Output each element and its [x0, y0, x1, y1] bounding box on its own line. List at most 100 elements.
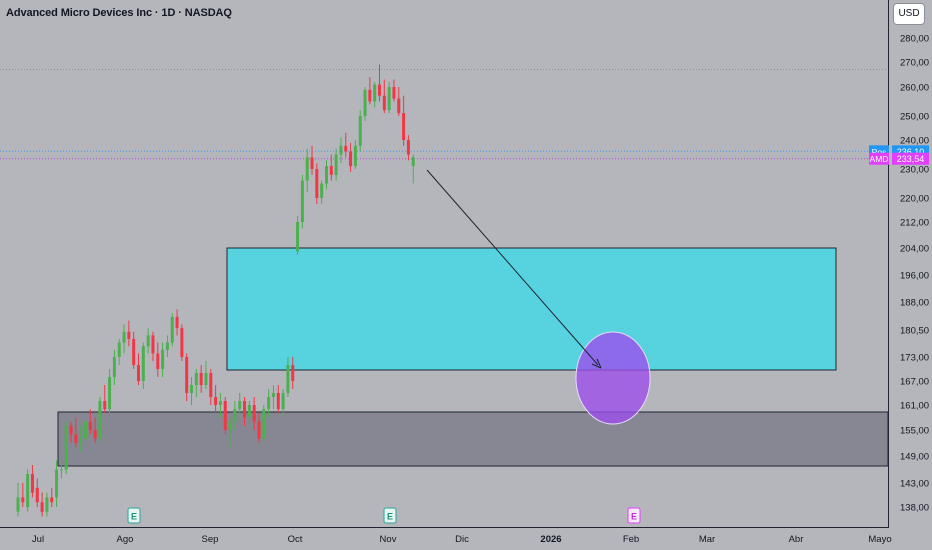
target-circle[interactable] [575, 331, 651, 425]
candle[interactable] [137, 353, 140, 385]
candle[interactable] [98, 397, 102, 443]
candle[interactable] [320, 180, 324, 204]
candle[interactable] [199, 365, 203, 393]
candle[interactable] [16, 483, 20, 517]
candle-body [199, 373, 203, 385]
earnings-marker-box [627, 507, 641, 524]
candle[interactable] [262, 405, 266, 443]
earnings-marker[interactable]: E [127, 507, 141, 524]
candle[interactable] [324, 160, 328, 190]
candle[interactable] [378, 64, 381, 102]
candle[interactable] [411, 154, 415, 184]
earnings-marker[interactable]: E [383, 507, 397, 524]
candle[interactable] [45, 492, 49, 517]
currency-button[interactable]: USD [893, 3, 925, 25]
candle[interactable] [146, 328, 150, 354]
candle[interactable] [257, 413, 261, 443]
candle[interactable] [373, 82, 377, 108]
candle[interactable] [185, 353, 189, 401]
candle[interactable] [247, 401, 251, 426]
candle[interactable] [26, 469, 30, 512]
candle[interactable] [156, 342, 160, 377]
candle[interactable] [243, 397, 247, 426]
candle[interactable] [30, 465, 34, 498]
candle[interactable] [397, 87, 401, 116]
candle[interactable] [271, 385, 275, 410]
x-tick-label: Mayo [868, 534, 891, 545]
candle[interactable] [112, 349, 116, 385]
candle[interactable] [40, 492, 44, 517]
candle[interactable] [382, 79, 386, 114]
candle[interactable] [286, 357, 290, 397]
y-tick-label: 270,00 [900, 58, 929, 69]
candle[interactable] [83, 417, 87, 448]
price-label-amd: AMD 233,54 [869, 152, 929, 165]
candle[interactable] [141, 342, 145, 389]
candle[interactable] [368, 77, 372, 105]
candle[interactable] [329, 154, 333, 181]
x-tick-label: Sep [202, 534, 219, 545]
candle[interactable] [300, 174, 304, 229]
candle[interactable] [194, 369, 198, 397]
candle[interactable] [170, 313, 174, 347]
y-tick-label: 196,00 [900, 271, 929, 282]
candle[interactable] [228, 417, 232, 448]
candle[interactable] [122, 324, 126, 354]
candle[interactable] [59, 456, 63, 479]
support-zone-gray[interactable] [57, 411, 889, 467]
candle[interactable] [402, 95, 406, 146]
candle[interactable] [310, 145, 314, 175]
candle[interactable] [127, 320, 131, 347]
candle[interactable] [406, 135, 410, 161]
resistance-zone-cyan[interactable] [226, 247, 837, 371]
candle[interactable] [175, 309, 179, 336]
candle[interactable] [74, 417, 78, 448]
candle[interactable] [267, 389, 271, 418]
candle[interactable] [88, 409, 92, 435]
candle[interactable] [281, 389, 285, 418]
candle[interactable] [238, 393, 242, 418]
candle[interactable] [358, 110, 362, 152]
candle[interactable] [315, 163, 319, 204]
candle[interactable] [214, 385, 218, 414]
candle[interactable] [296, 216, 300, 255]
candle[interactable] [93, 417, 97, 444]
candle[interactable] [117, 339, 121, 365]
candle[interactable] [108, 369, 112, 418]
candle[interactable] [291, 357, 295, 389]
earnings-marker[interactable]: E [627, 507, 641, 524]
candle[interactable] [344, 132, 348, 158]
candle[interactable] [209, 369, 213, 405]
candle[interactable] [165, 335, 169, 357]
candle[interactable] [21, 483, 25, 507]
candle[interactable] [339, 137, 343, 164]
candle[interactable] [252, 397, 256, 430]
candle[interactable] [392, 79, 396, 102]
candle[interactable] [151, 331, 155, 361]
candle[interactable] [218, 393, 222, 418]
candle[interactable] [64, 421, 68, 474]
candle[interactable] [55, 460, 59, 508]
candle[interactable] [161, 342, 165, 377]
candle[interactable] [204, 361, 208, 389]
candle[interactable] [103, 385, 107, 414]
candle[interactable] [387, 82, 391, 114]
candle[interactable] [50, 487, 54, 507]
candle[interactable] [69, 421, 73, 443]
candle[interactable] [353, 140, 357, 169]
candle[interactable] [349, 142, 353, 172]
candle[interactable] [180, 324, 184, 361]
candle[interactable] [363, 87, 367, 121]
candle[interactable] [79, 425, 83, 452]
candle[interactable] [334, 148, 338, 181]
projection-arrow[interactable] [426, 169, 599, 366]
candle[interactable] [190, 377, 194, 405]
candle-body [69, 425, 73, 435]
candle[interactable] [223, 397, 227, 435]
candle[interactable] [35, 478, 39, 508]
candle[interactable] [132, 331, 136, 369]
candle[interactable] [305, 148, 309, 193]
candle[interactable] [233, 401, 237, 430]
candle[interactable] [276, 385, 280, 414]
